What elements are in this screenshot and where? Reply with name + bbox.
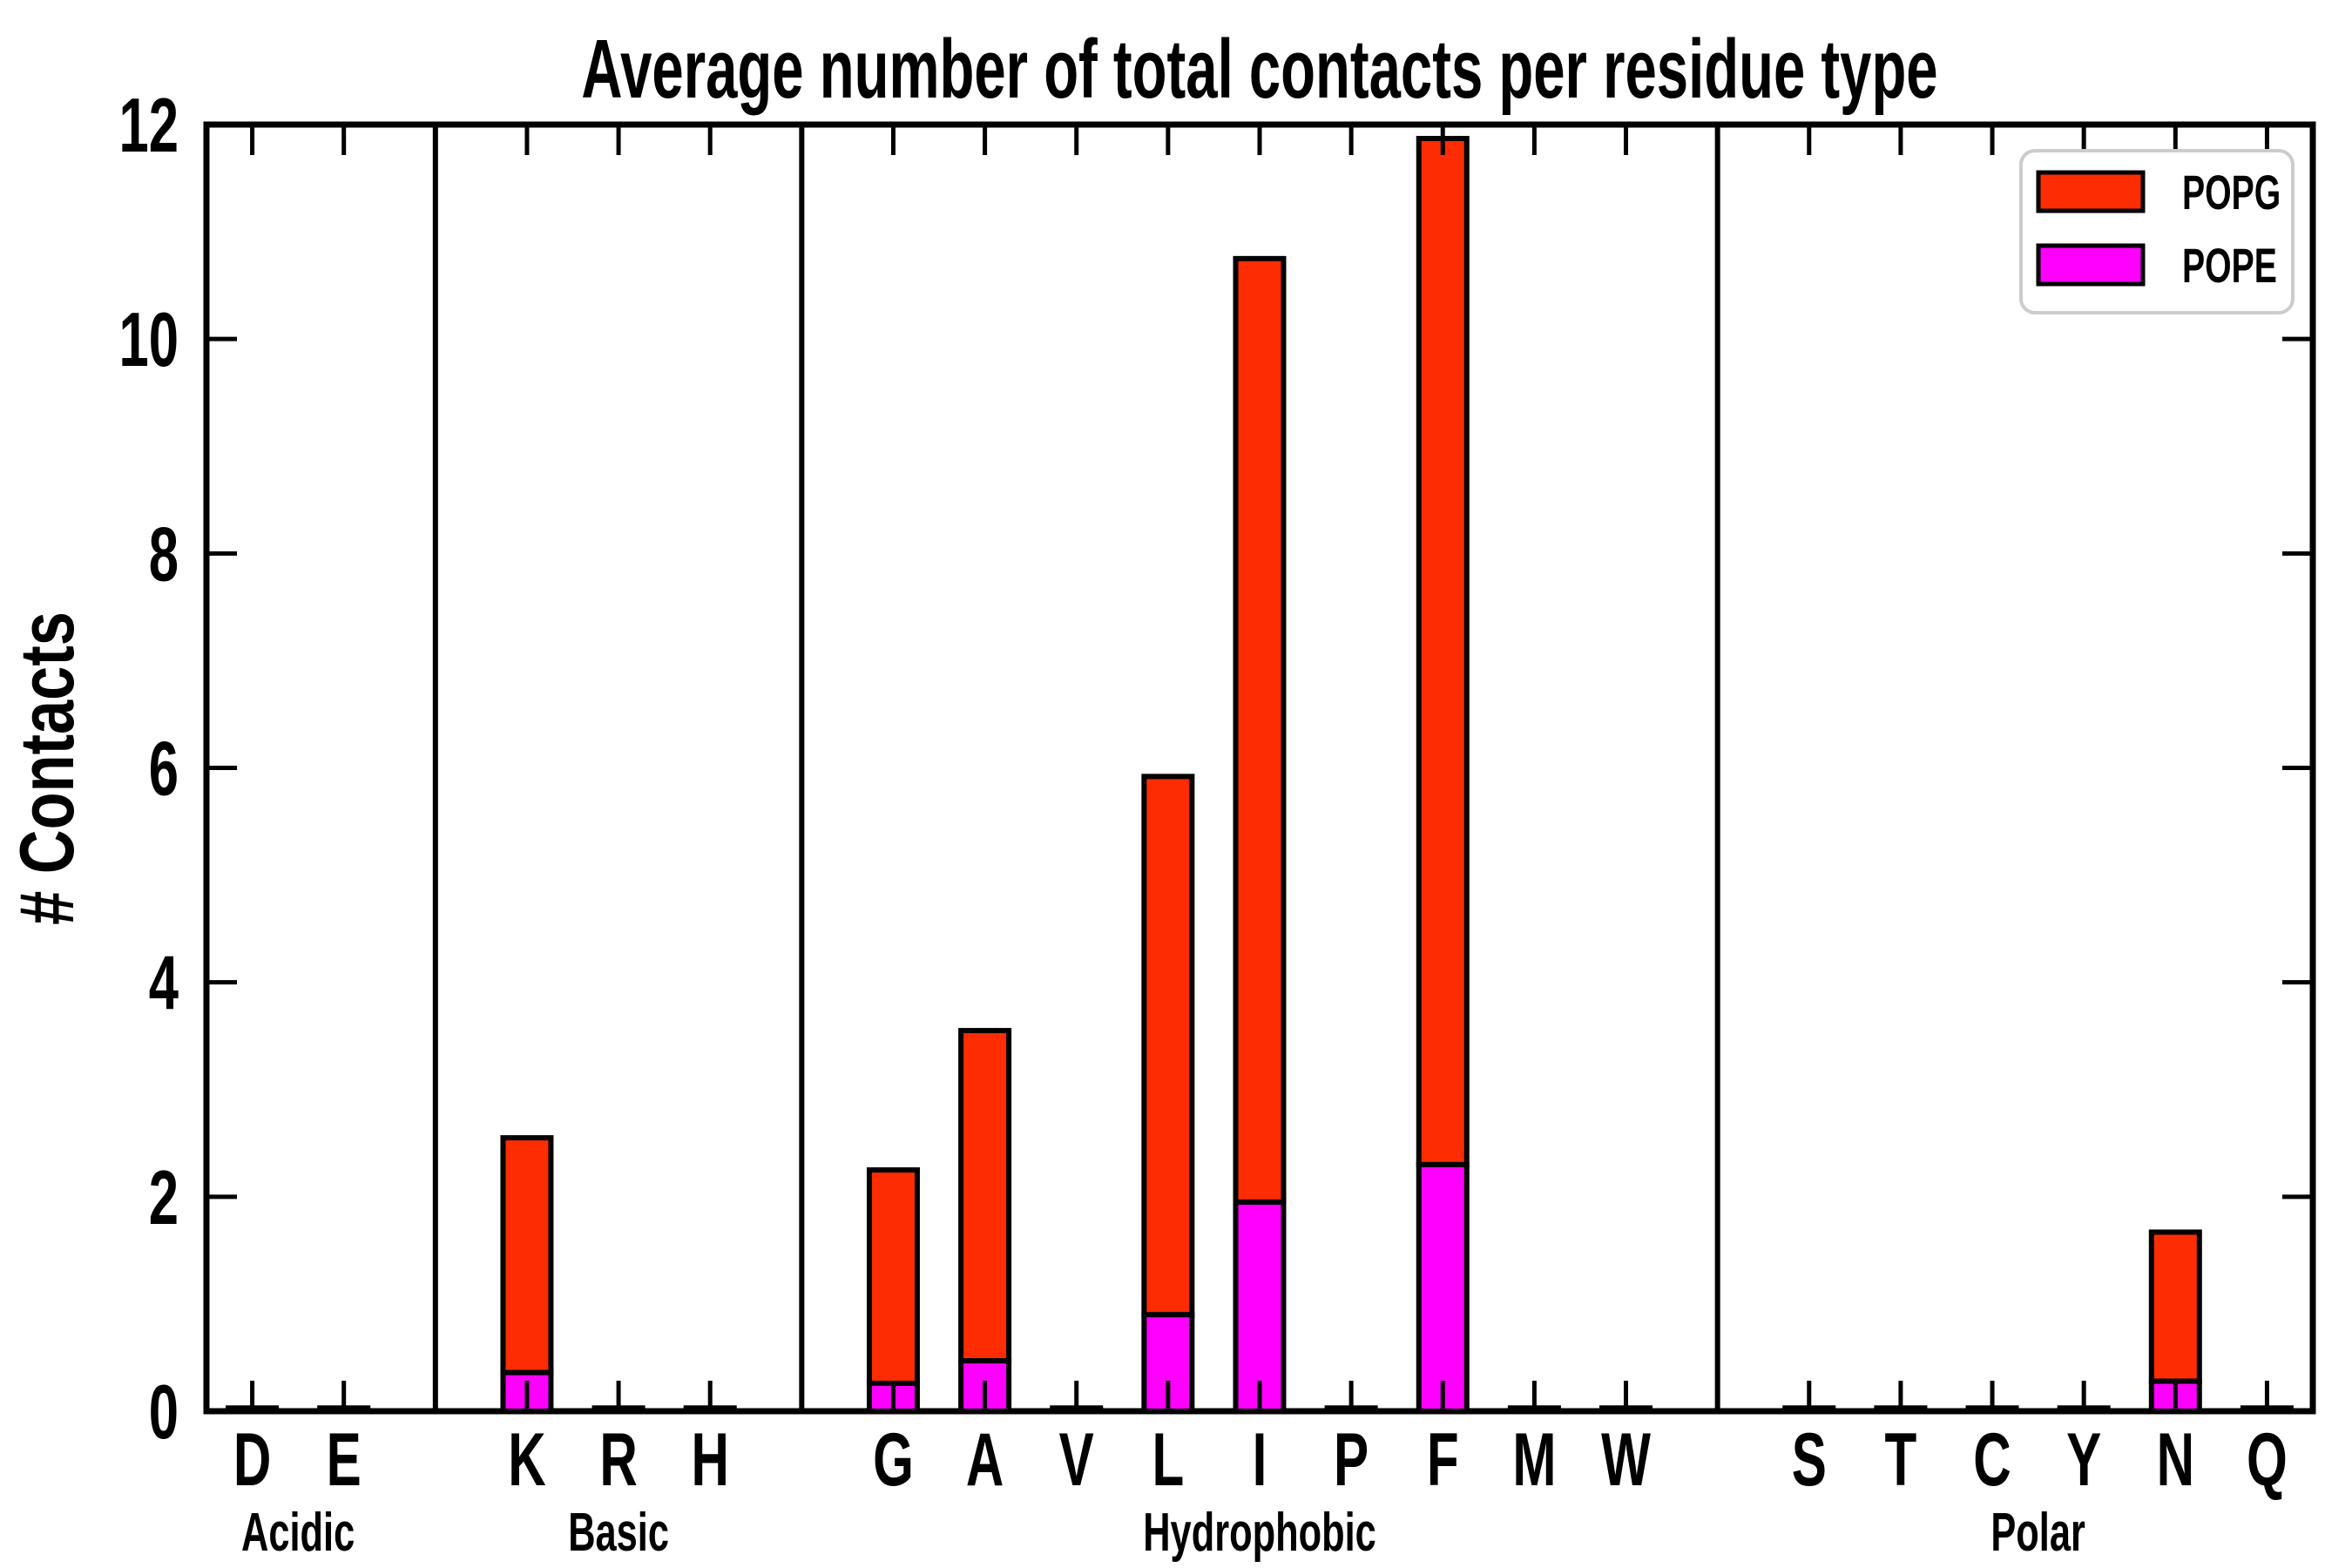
bar-popg-G [866, 1167, 920, 1386]
plot-dynamic-layer: 0 2 4 6 8 10 12 D E K R H G A V L I P F M W S T C Y N Q Acidic Basic… [118, 83, 2313, 1563]
legend-swatch-popg [2036, 170, 2146, 213]
bar-pope-I [1233, 1199, 1287, 1415]
x-category-label: V [1059, 1417, 1094, 1501]
x-category-label: E [327, 1417, 362, 1501]
x-category-label: P [1334, 1417, 1369, 1501]
group-label: Polar [1990, 1504, 2085, 1563]
x-category-label: Y [2066, 1417, 2101, 1501]
x-category-label: W [1601, 1417, 1651, 1501]
x-category-label: S [1792, 1417, 1827, 1501]
legend-label-popg: POPG [2182, 166, 2281, 220]
x-category-label: A [966, 1417, 1004, 1501]
bar-popg-A [958, 1028, 1012, 1364]
x-category-label: D [233, 1417, 271, 1501]
bar-popg-L [1141, 774, 1195, 1318]
group-label: Basic [568, 1504, 669, 1563]
x-category-label: F [1427, 1417, 1459, 1501]
x-category-label: N [2157, 1417, 2194, 1501]
legend-swatch-pope [2036, 243, 2146, 287]
x-category-label: R [599, 1417, 637, 1501]
y-tick-label: 6 [149, 727, 179, 812]
x-category-label: C [1973, 1417, 2011, 1501]
x-category-label: K [508, 1417, 545, 1501]
x-category-label: H [691, 1417, 728, 1501]
bar-popg-F [1416, 136, 1470, 1167]
y-tick-label: 0 [149, 1369, 179, 1455]
group-label: Acidic [241, 1504, 355, 1563]
bar-popg-K [500, 1135, 554, 1375]
x-category-label: I [1253, 1417, 1267, 1501]
bar-popg-I [1233, 255, 1287, 1205]
bar-pope-L [1141, 1312, 1195, 1414]
y-tick-label: 8 [149, 512, 179, 598]
y-tick-label: 4 [149, 941, 179, 1026]
chart-title: Average number of total contacts per res… [581, 24, 1937, 116]
x-category-label: Q [2247, 1417, 2288, 1501]
y-tick-label: 2 [149, 1155, 179, 1240]
x-category-label: G [873, 1417, 914, 1501]
y-tick-label: 12 [118, 83, 179, 168]
group-label: Hydrophobic [1143, 1504, 1376, 1563]
x-category-label: M [1512, 1417, 1556, 1501]
x-category-label: L [1152, 1417, 1184, 1501]
bar-pope-F [1416, 1161, 1470, 1414]
x-category-label: T [1885, 1417, 1917, 1501]
y-axis-label: # Contacts [3, 612, 89, 925]
bar-popg-N [2148, 1229, 2202, 1384]
y-tick-label: 10 [118, 297, 179, 382]
legend-label-pope: POPE [2182, 239, 2277, 294]
legend: POPG POPE [2019, 149, 2295, 314]
